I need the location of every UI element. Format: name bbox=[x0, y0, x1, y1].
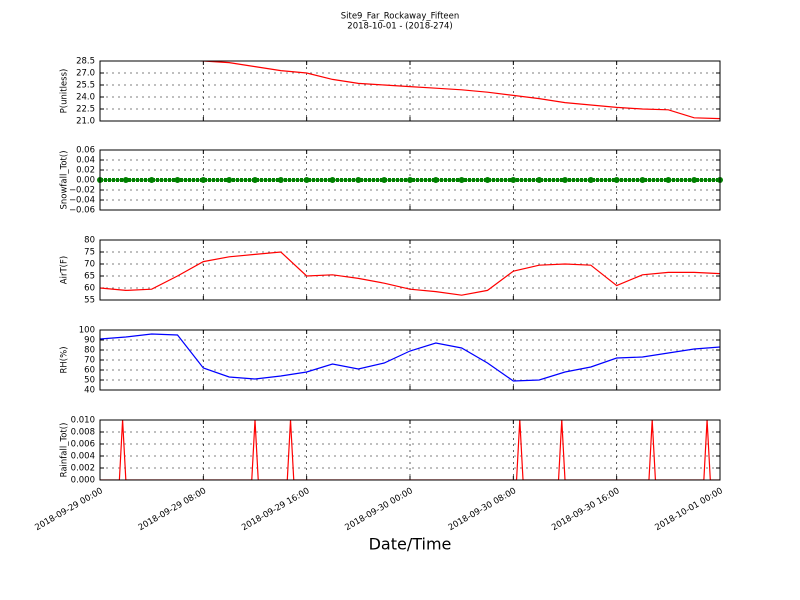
y-tick-label: 0.00 bbox=[76, 176, 95, 186]
y-tick-label: 90 bbox=[84, 336, 95, 346]
y-tick-label: 40 bbox=[84, 386, 95, 396]
y-tick-label: 28.5 bbox=[76, 57, 95, 67]
y-axis-label: Snowfall_Tot() bbox=[60, 150, 70, 209]
y-tick-label: 0.010 bbox=[71, 416, 95, 426]
y-tick-label: 55 bbox=[84, 296, 95, 306]
plot-frame bbox=[99, 149, 721, 211]
y-tick-label: 21.0 bbox=[76, 117, 95, 127]
y-tick-label: 0.02 bbox=[76, 166, 95, 176]
y-axis-label: AirT(F) bbox=[60, 256, 70, 284]
y-axis-label: Rainfall_Tot() bbox=[60, 423, 70, 478]
y-tick-label: 65 bbox=[84, 272, 95, 282]
plot-frame bbox=[99, 329, 721, 391]
y-axis-label: RH(%) bbox=[60, 346, 70, 373]
y-tick-label: 60 bbox=[84, 284, 95, 294]
y-tick-label: 27.0 bbox=[76, 69, 95, 79]
y-axis-label: P(unitless) bbox=[60, 69, 70, 114]
plot-frame bbox=[99, 60, 721, 122]
y-tick-label: 70 bbox=[84, 356, 95, 366]
plot-frame bbox=[99, 239, 721, 301]
y-tick-label: 50 bbox=[84, 376, 95, 386]
y-tick-label: −0.02 bbox=[69, 186, 95, 196]
y-tick-label: 70 bbox=[84, 260, 95, 270]
y-tick-label: 80 bbox=[84, 346, 95, 356]
y-tick-label: 75 bbox=[84, 248, 95, 258]
chart-title: Site9_Far_Rockaway_Fifteen bbox=[341, 12, 460, 22]
y-tick-label: 0.008 bbox=[71, 428, 95, 438]
y-tick-label: 0.006 bbox=[71, 440, 95, 450]
y-tick-label: 100 bbox=[79, 326, 95, 336]
y-tick-label: −0.04 bbox=[69, 196, 95, 206]
y-tick-label: 22.5 bbox=[76, 105, 95, 115]
y-tick-label: 0.004 bbox=[71, 452, 95, 462]
y-tick-label: 60 bbox=[84, 366, 95, 376]
plot-frame bbox=[99, 419, 721, 481]
y-tick-label: 0.000 bbox=[71, 476, 95, 486]
data-line bbox=[100, 333, 720, 382]
y-tick-label: 0.002 bbox=[71, 464, 95, 474]
y-tick-label: 25.5 bbox=[76, 81, 95, 91]
data-line bbox=[100, 251, 720, 296]
y-tick-label: 0.06 bbox=[76, 146, 95, 156]
y-tick-label: 24.0 bbox=[76, 93, 95, 103]
y-tick-label: 80 bbox=[84, 236, 95, 246]
y-tick-label: 0.04 bbox=[76, 156, 95, 166]
x-axis-label: Date/Time bbox=[369, 535, 452, 554]
chart-subtitle: 2018-10-01 - (2018-274) bbox=[347, 22, 452, 32]
y-tick-label: −0.06 bbox=[69, 206, 95, 216]
data-line bbox=[183, 61, 720, 120]
